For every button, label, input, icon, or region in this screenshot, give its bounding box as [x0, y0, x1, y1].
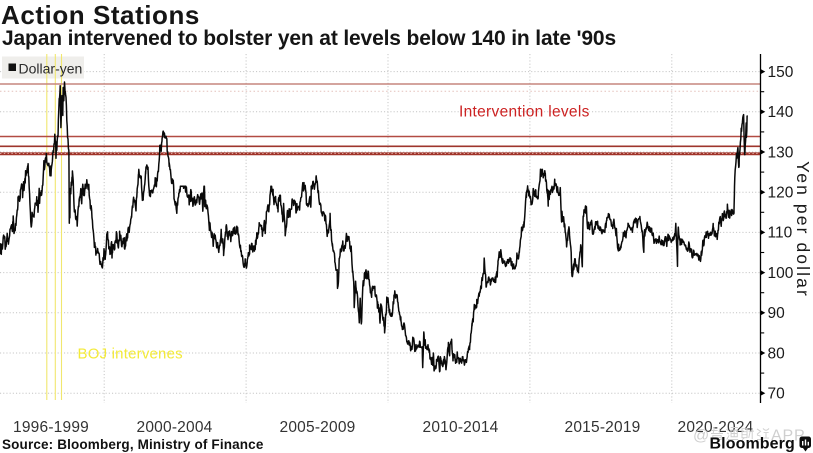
svg-text:Dollar-yen: Dollar-yen — [19, 61, 83, 77]
svg-text:90: 90 — [768, 305, 786, 322]
svg-text:130: 130 — [768, 144, 794, 161]
svg-text:2010-2014: 2010-2014 — [423, 419, 499, 436]
svg-text:120: 120 — [768, 185, 794, 202]
svg-text:APP: APP — [771, 428, 805, 445]
svg-text:150: 150 — [768, 64, 794, 81]
svg-text:Bloomberg: Bloomberg — [710, 436, 795, 453]
svg-text:@: @ — [693, 428, 709, 445]
svg-text:Source: Bloomberg, Ministry of: Source: Bloomberg, Ministry of Finance — [2, 437, 264, 452]
svg-text:2015-2019: 2015-2019 — [565, 419, 641, 436]
svg-text:Action Stations: Action Stations — [1, 0, 200, 30]
svg-text:Japan intervened to bolster ye: Japan intervened to bolster yen at level… — [2, 27, 616, 50]
svg-text:1996-1999: 1996-1999 — [13, 419, 89, 436]
svg-text:BOJ intervenes: BOJ intervenes — [78, 346, 183, 363]
svg-text:110: 110 — [768, 225, 793, 242]
svg-text:Intervention levels: Intervention levels — [459, 104, 590, 121]
svg-text:2000-2004: 2000-2004 — [137, 419, 213, 436]
svg-text:70: 70 — [768, 386, 786, 403]
svg-text:100: 100 — [768, 265, 794, 282]
svg-text:80: 80 — [768, 345, 786, 362]
svg-text:140: 140 — [768, 104, 794, 121]
svg-text:2005-2009: 2005-2009 — [280, 419, 356, 436]
svg-text:Yen per dollar: Yen per dollar — [793, 161, 813, 298]
